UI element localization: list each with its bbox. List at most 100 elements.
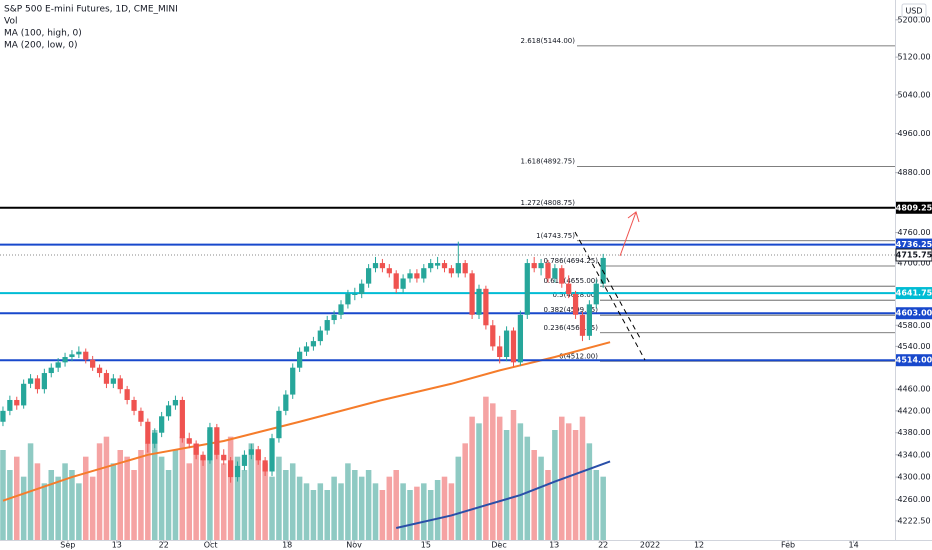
candle-body [7, 399, 13, 411]
candle-body [90, 359, 96, 368]
y-tick-label: 4460.00 [897, 385, 930, 394]
volume-bar [414, 486, 420, 540]
candle-body [414, 273, 420, 279]
volume-bar [345, 463, 351, 540]
volume-bar [531, 450, 537, 540]
volume-bar [372, 483, 379, 540]
volume-bar [283, 470, 289, 540]
x-tick-label: 13 [549, 541, 559, 550]
candle-body [331, 314, 337, 321]
price-tag [896, 307, 932, 320]
x-tick-label: 18 [282, 541, 292, 550]
volume-bar [0, 450, 6, 540]
volume-bar [151, 430, 158, 540]
candle-body [338, 304, 344, 315]
candle-body [490, 325, 496, 347]
plot-area: 2.618(5144.00) 1.618(4892.75) 1.272(4808.7… [0, 37, 895, 540]
y-tick-label: 5120.00 [897, 53, 930, 62]
candle-body [372, 263, 379, 269]
volume-bar [289, 463, 296, 540]
volume-bar [462, 443, 468, 540]
candle-body [400, 278, 406, 289]
candle-body [83, 351, 89, 360]
candle-body [117, 378, 123, 390]
volume-bar [441, 476, 448, 540]
candle-body [131, 399, 137, 411]
moving-average [395, 460, 611, 529]
x-tick-label: 22 [598, 541, 608, 550]
candle-body [255, 449, 261, 461]
volume-bar [110, 463, 117, 540]
volume-bar [407, 490, 413, 540]
x-tick-label: Sep [60, 541, 75, 550]
fib-label: 0.618(4655.00) [544, 277, 599, 285]
y-tick-label: 4420.00 [897, 406, 930, 415]
candle-body [138, 410, 144, 422]
candle-body [41, 373, 47, 390]
price-tag-label: 4641.75 [896, 289, 932, 298]
moving-average [2, 341, 611, 502]
candle-body [110, 378, 116, 384]
candle-body [55, 362, 61, 368]
volume-bar [379, 490, 386, 540]
candle-body [421, 268, 427, 279]
candle-body [407, 273, 413, 279]
volume-bar [324, 490, 330, 540]
candle-body [593, 283, 599, 305]
fib-label: 0.382(4599.25) [544, 306, 599, 314]
price-tag [896, 354, 932, 367]
volume-bar [317, 483, 324, 540]
candle-body [531, 263, 537, 269]
x-tick-label: 2022 [640, 541, 660, 550]
candle-body [276, 410, 282, 439]
volume-bar [421, 483, 427, 540]
indicator: MA (100, high, 0) [4, 29, 82, 39]
candle-body [497, 346, 503, 358]
candle-body [324, 320, 330, 331]
y-tick-label: 4540.00 [897, 342, 930, 351]
volume-bar [89, 476, 96, 540]
candle-body [290, 367, 296, 395]
x-tick-label: Dec [491, 541, 506, 550]
volume-bar [510, 410, 517, 540]
candle-body [172, 399, 179, 406]
currency: USD [905, 7, 922, 16]
x-tick-label: 22 [159, 541, 169, 550]
volume-bar [331, 476, 337, 540]
volume-bar [158, 456, 165, 540]
volume-bar [517, 423, 524, 540]
candle-body [262, 460, 268, 472]
fib-label: 2.618(5144.00) [521, 37, 576, 45]
volume-bar [262, 463, 268, 540]
volume-bar [276, 456, 282, 540]
volume-bar [503, 430, 510, 540]
candle-body [393, 273, 399, 289]
candle-body [303, 346, 310, 352]
volume-bar [117, 450, 124, 540]
price-tag [895, 248, 932, 262]
volume-bar [20, 476, 27, 540]
candle-body [352, 293, 358, 295]
x-tick-label: Feb [781, 541, 795, 550]
candle-body [545, 263, 551, 279]
candle-body [0, 410, 6, 422]
volume-bar [338, 483, 344, 540]
volume-bar [469, 416, 475, 540]
fib-label: 0.786(4694.25) [544, 257, 599, 265]
candle-body [69, 354, 75, 358]
candle-body [510, 330, 517, 363]
candle-body [448, 268, 455, 274]
y-tick-label: 5200.00 [897, 15, 930, 24]
volume-bar [34, 463, 41, 540]
candle-body [566, 283, 572, 294]
candle-body [228, 460, 234, 478]
candle-body [21, 383, 27, 406]
x-tick-label: Oct [204, 541, 218, 550]
volume-bar [241, 470, 248, 540]
candle-body [96, 367, 103, 374]
x-tick-label: 15 [421, 541, 431, 550]
candle-body [455, 263, 461, 274]
candle-body [379, 263, 386, 269]
volume-bar [179, 436, 186, 540]
